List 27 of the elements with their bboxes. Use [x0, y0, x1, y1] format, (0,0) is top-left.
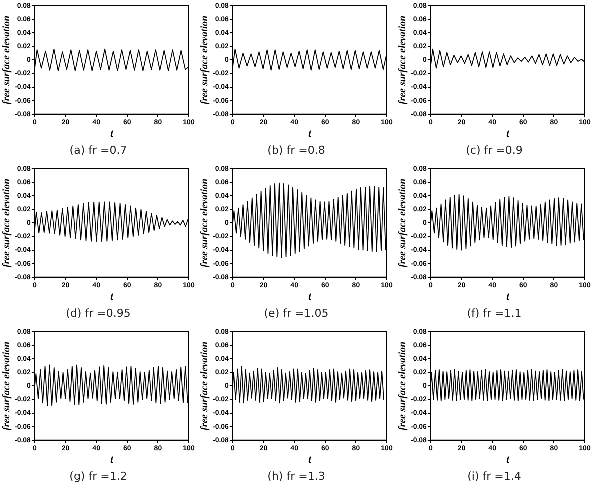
y-axis-title: free surface elevation [398, 341, 409, 431]
y-axis-title: free surface elevation [200, 15, 211, 105]
y-axis-title: free surface elevation [200, 178, 211, 268]
x-axis-title: t [506, 291, 510, 304]
x-axis-title: t [110, 454, 114, 466]
x-axis-title: t [308, 454, 312, 466]
x-axis-title: t [506, 128, 510, 140]
text: (f) fr =1.1 [466, 306, 523, 322]
x-axis-title: t [308, 128, 312, 140]
text: (b) fr =0.8 [266, 143, 326, 159]
x-axis-title: t [110, 291, 114, 304]
text: (h) fr =1.3 [266, 469, 326, 485]
text: (d) fr =0.95 [65, 306, 132, 322]
text: (c) fr =0.9 [465, 143, 524, 159]
y-axis-title: free surface elevation [398, 15, 409, 105]
y-axis-title: free surface elevation [2, 15, 13, 105]
x-axis-title: t [110, 128, 114, 140]
y-axis-title: free surface elevation [2, 341, 13, 431]
text: (a) fr =0.7 [68, 143, 128, 159]
y-axis-title: free surface elevation [398, 178, 409, 268]
text: (e) fr =1.05 [263, 306, 330, 322]
y-axis-title: free surface elevation [200, 341, 211, 431]
text: (i) fr =1.4 [466, 469, 522, 485]
text: (g) fr =1.2 [68, 469, 128, 485]
x-axis-title: t [506, 454, 510, 466]
y-axis-title: free surface elevation [2, 178, 13, 268]
x-axis-title: t [308, 291, 312, 304]
